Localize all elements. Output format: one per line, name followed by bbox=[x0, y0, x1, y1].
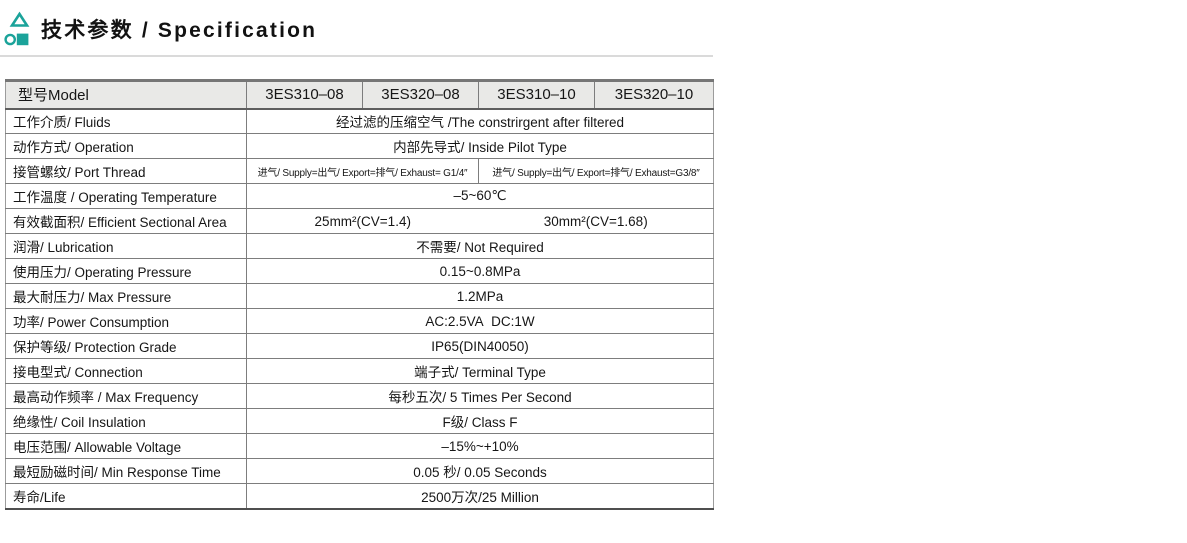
table-row-operating-pressure: 使用压力/ Operating Pressure 0.15~0.8MPa bbox=[5, 258, 714, 284]
square-glyph bbox=[16, 33, 29, 46]
table-row-port-thread: 接管螺纹/ Port Thread 进气/ Supply=出气/ Export=… bbox=[5, 158, 714, 184]
row-value: F级/ Class F bbox=[246, 408, 714, 434]
model-column-label: 型号Model bbox=[5, 80, 247, 110]
row-value: 不需要/ Not Required bbox=[246, 233, 714, 259]
circle-glyph bbox=[4, 33, 16, 46]
table-row-connection: 接电型式/ Connection 端子式/ Terminal Type bbox=[5, 358, 714, 384]
row-value: 经过滤的压缩空气 /The constrirgent after filtere… bbox=[246, 108, 714, 134]
row-label: 电压范围/ Allowable Voltage bbox=[5, 433, 247, 459]
triangle-glyph bbox=[9, 11, 30, 27]
row-label: 最高动作频率 / Max Frequency bbox=[5, 383, 247, 409]
model-name-1: 3ES310–08 bbox=[246, 80, 363, 110]
row-label: 润滑/ Lubrication bbox=[5, 233, 247, 259]
table-row-max-frequency: 最高动作频率 / Max Frequency 每秒五次/ 5 Times Per… bbox=[5, 383, 714, 409]
shapes-icon bbox=[4, 11, 30, 46]
table-row-operating-temperature: 工作温度 / Operating Temperature –5~60℃ bbox=[5, 183, 714, 209]
model-name-4: 3ES320–10 bbox=[594, 80, 714, 110]
row-value: –15%~+10% bbox=[246, 433, 714, 459]
page-title: 技术参数 / Specification bbox=[41, 19, 318, 42]
table-row-max-pressure: 最大耐压力/ Max Pressure 1.2MPa bbox=[5, 283, 714, 309]
table-header-row: 型号Model 3ES310–08 3ES320–08 3ES310–10 3E… bbox=[5, 80, 714, 110]
row-label: 寿命/Life bbox=[5, 483, 247, 509]
row-value: IP65(DIN40050) bbox=[246, 333, 714, 359]
row-value-right: 30mm²(CV=1.68) bbox=[478, 208, 714, 234]
row-label: 最短励磁时间/ Min Response Time bbox=[5, 458, 247, 484]
row-label: 工作介质/ Fluids bbox=[5, 108, 247, 134]
title-divider bbox=[0, 55, 713, 57]
model-name-3: 3ES310–10 bbox=[478, 80, 595, 110]
table-row-sectional-area: 有效截面积/ Efficient Sectional Area 25mm²(CV… bbox=[5, 208, 714, 234]
row-label: 绝缘性/ Coil Insulation bbox=[5, 408, 247, 434]
row-label: 动作方式/ Operation bbox=[5, 133, 247, 159]
row-value: 每秒五次/ 5 Times Per Second bbox=[246, 383, 714, 409]
row-value-right: 进气/ Supply=出气/ Export=排气/ Exhaust=G3/8″ bbox=[478, 158, 714, 184]
table-row-min-response-time: 最短励磁时间/ Min Response Time 0.05 秒/ 0.05 S… bbox=[5, 458, 714, 484]
row-value-left: 25mm²(CV=1.4) bbox=[246, 208, 479, 234]
row-label: 工作温度 / Operating Temperature bbox=[5, 183, 247, 209]
table-row-life: 寿命/Life 2500万次/25 Million bbox=[5, 483, 714, 509]
row-value: 端子式/ Terminal Type bbox=[246, 358, 714, 384]
row-label: 功率/ Power Consumption bbox=[5, 308, 247, 334]
row-label: 使用压力/ Operating Pressure bbox=[5, 258, 247, 284]
section-header: 技术参数 / Specification bbox=[4, 11, 317, 47]
row-value: –5~60℃ bbox=[246, 183, 714, 209]
row-label: 有效截面积/ Efficient Sectional Area bbox=[5, 208, 247, 234]
model-name-2: 3ES320–08 bbox=[362, 80, 479, 110]
row-value: 0.15~0.8MPa bbox=[246, 258, 714, 284]
row-label: 接管螺纹/ Port Thread bbox=[5, 158, 247, 184]
row-value: AC:2.5VA DC:1W bbox=[246, 308, 714, 334]
table-row-coil-insulation: 绝缘性/ Coil Insulation F级/ Class F bbox=[5, 408, 714, 434]
row-label: 最大耐压力/ Max Pressure bbox=[5, 283, 247, 309]
table-row-power-consumption: 功率/ Power Consumption AC:2.5VA DC:1W bbox=[5, 308, 714, 334]
table-row-lubrication: 润滑/ Lubrication 不需要/ Not Required bbox=[5, 233, 714, 259]
row-value: 2500万次/25 Million bbox=[246, 483, 714, 509]
row-value: 内部先导式/ Inside Pilot Type bbox=[246, 133, 714, 159]
table-row-allowable-voltage: 电压范围/ Allowable Voltage –15%~+10% bbox=[5, 433, 714, 459]
spec-table: 型号Model 3ES310–08 3ES320–08 3ES310–10 3E… bbox=[5, 79, 714, 510]
table-row-fluids: 工作介质/ Fluids 经过滤的压缩空气 /The constrirgent … bbox=[5, 108, 714, 134]
table-row-protection-grade: 保护等级/ Protection Grade IP65(DIN40050) bbox=[5, 333, 714, 359]
row-label: 保护等级/ Protection Grade bbox=[5, 333, 247, 359]
row-value: 1.2MPa bbox=[246, 283, 714, 309]
row-label: 接电型式/ Connection bbox=[5, 358, 247, 384]
row-value-left: 进气/ Supply=出气/ Export=排气/ Exhaust= G1/4″ bbox=[246, 158, 479, 184]
row-value: 0.05 秒/ 0.05 Seconds bbox=[246, 458, 714, 484]
table-row-operation: 动作方式/ Operation 内部先导式/ Inside Pilot Type bbox=[5, 133, 714, 159]
